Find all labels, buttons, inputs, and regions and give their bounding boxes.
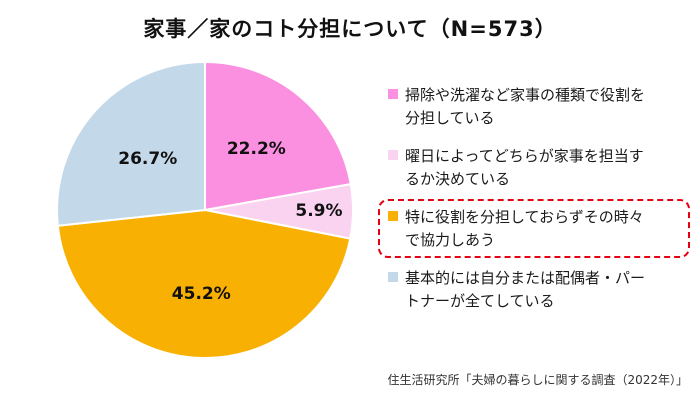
legend-label: 曜日によってどちらが家事を担当するか決めている (405, 147, 644, 188)
legend-label: 掃除や洗濯など家事の種類で役割を分担している (405, 86, 646, 127)
legend: 掃除や洗濯など家事の種類で役割を分担している 曜日によってどちらが家事を担当する… (378, 84, 690, 328)
pie-slice (56, 61, 206, 227)
legend-highlight-box: 特に役割を分担しておらずその時々で協力しあう (378, 199, 690, 258)
legend-item: 曜日によってどちらが家事を担当するか決めている (388, 145, 690, 190)
slice-data-label: 5.9% (295, 201, 343, 222)
legend-item: 特に役割を分担しておらずその時々で協力しあう (388, 206, 680, 251)
slice-data-label: 22.2% (226, 138, 286, 159)
legend-label: 基本的には自分または配偶者・パートナーが全てしている (405, 269, 646, 310)
legend-marker-icon (388, 89, 398, 99)
slice-data-label: 26.7% (118, 148, 178, 169)
slice-data-label: 45.2% (171, 284, 231, 305)
pie-slice (204, 61, 352, 211)
legend-marker-icon (388, 150, 398, 160)
legend-label: 特に役割を分担しておらずその時々で協力しあう (405, 208, 644, 249)
legend-item: 掃除や洗濯など家事の種類で役割を分担している (388, 84, 690, 129)
legend-item: 基本的には自分または配偶者・パートナーが全てしている (388, 267, 690, 312)
pie-chart: 22.2% 5.9% 45.2% 26.7% (55, 60, 355, 360)
legend-marker-icon (388, 272, 398, 282)
pie-slice (56, 209, 352, 359)
chart-title: 家事／家のコト分担について（N=573） (143, 17, 557, 41)
source-note: 住生活研究所「夫婦の暮らしに関する調査（2022年）」 (387, 373, 688, 387)
legend-marker-icon (388, 211, 398, 221)
